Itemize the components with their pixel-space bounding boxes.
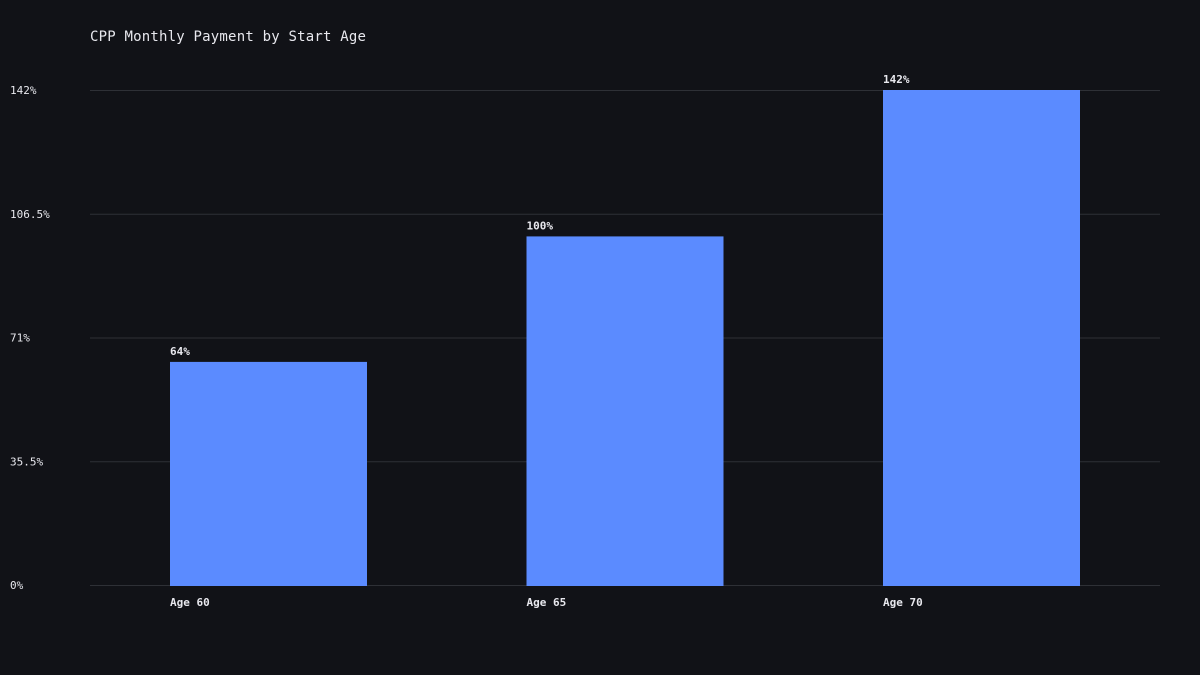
y-tick-label: 71% [10, 332, 30, 345]
y-axis-tick-labels: 0% 35.5% 71% 106.5% 142% [10, 84, 50, 592]
data-labels: 64% 100% 142% [170, 73, 910, 358]
x-category-label: Age 60 [170, 596, 210, 609]
y-tick-label: 35.5% [10, 455, 43, 468]
data-label: 64% [170, 345, 190, 358]
bars [170, 90, 1080, 586]
chart-title: CPP Monthly Payment by Start Age [90, 29, 367, 45]
bar[interactable] [526, 236, 724, 586]
y-tick-label: 106.5% [10, 208, 50, 221]
x-category-label: Age 70 [883, 596, 923, 609]
y-tick-label: 0% [10, 579, 24, 592]
x-axis-category-labels: Age 60 Age 65 Age 70 [170, 596, 923, 609]
y-tick-label: 142% [10, 84, 37, 97]
bar[interactable] [170, 361, 367, 586]
data-label: 142% [883, 73, 910, 86]
x-category-label: Age 65 [527, 596, 567, 609]
data-label: 100% [527, 219, 554, 232]
bar[interactable] [883, 90, 1080, 586]
